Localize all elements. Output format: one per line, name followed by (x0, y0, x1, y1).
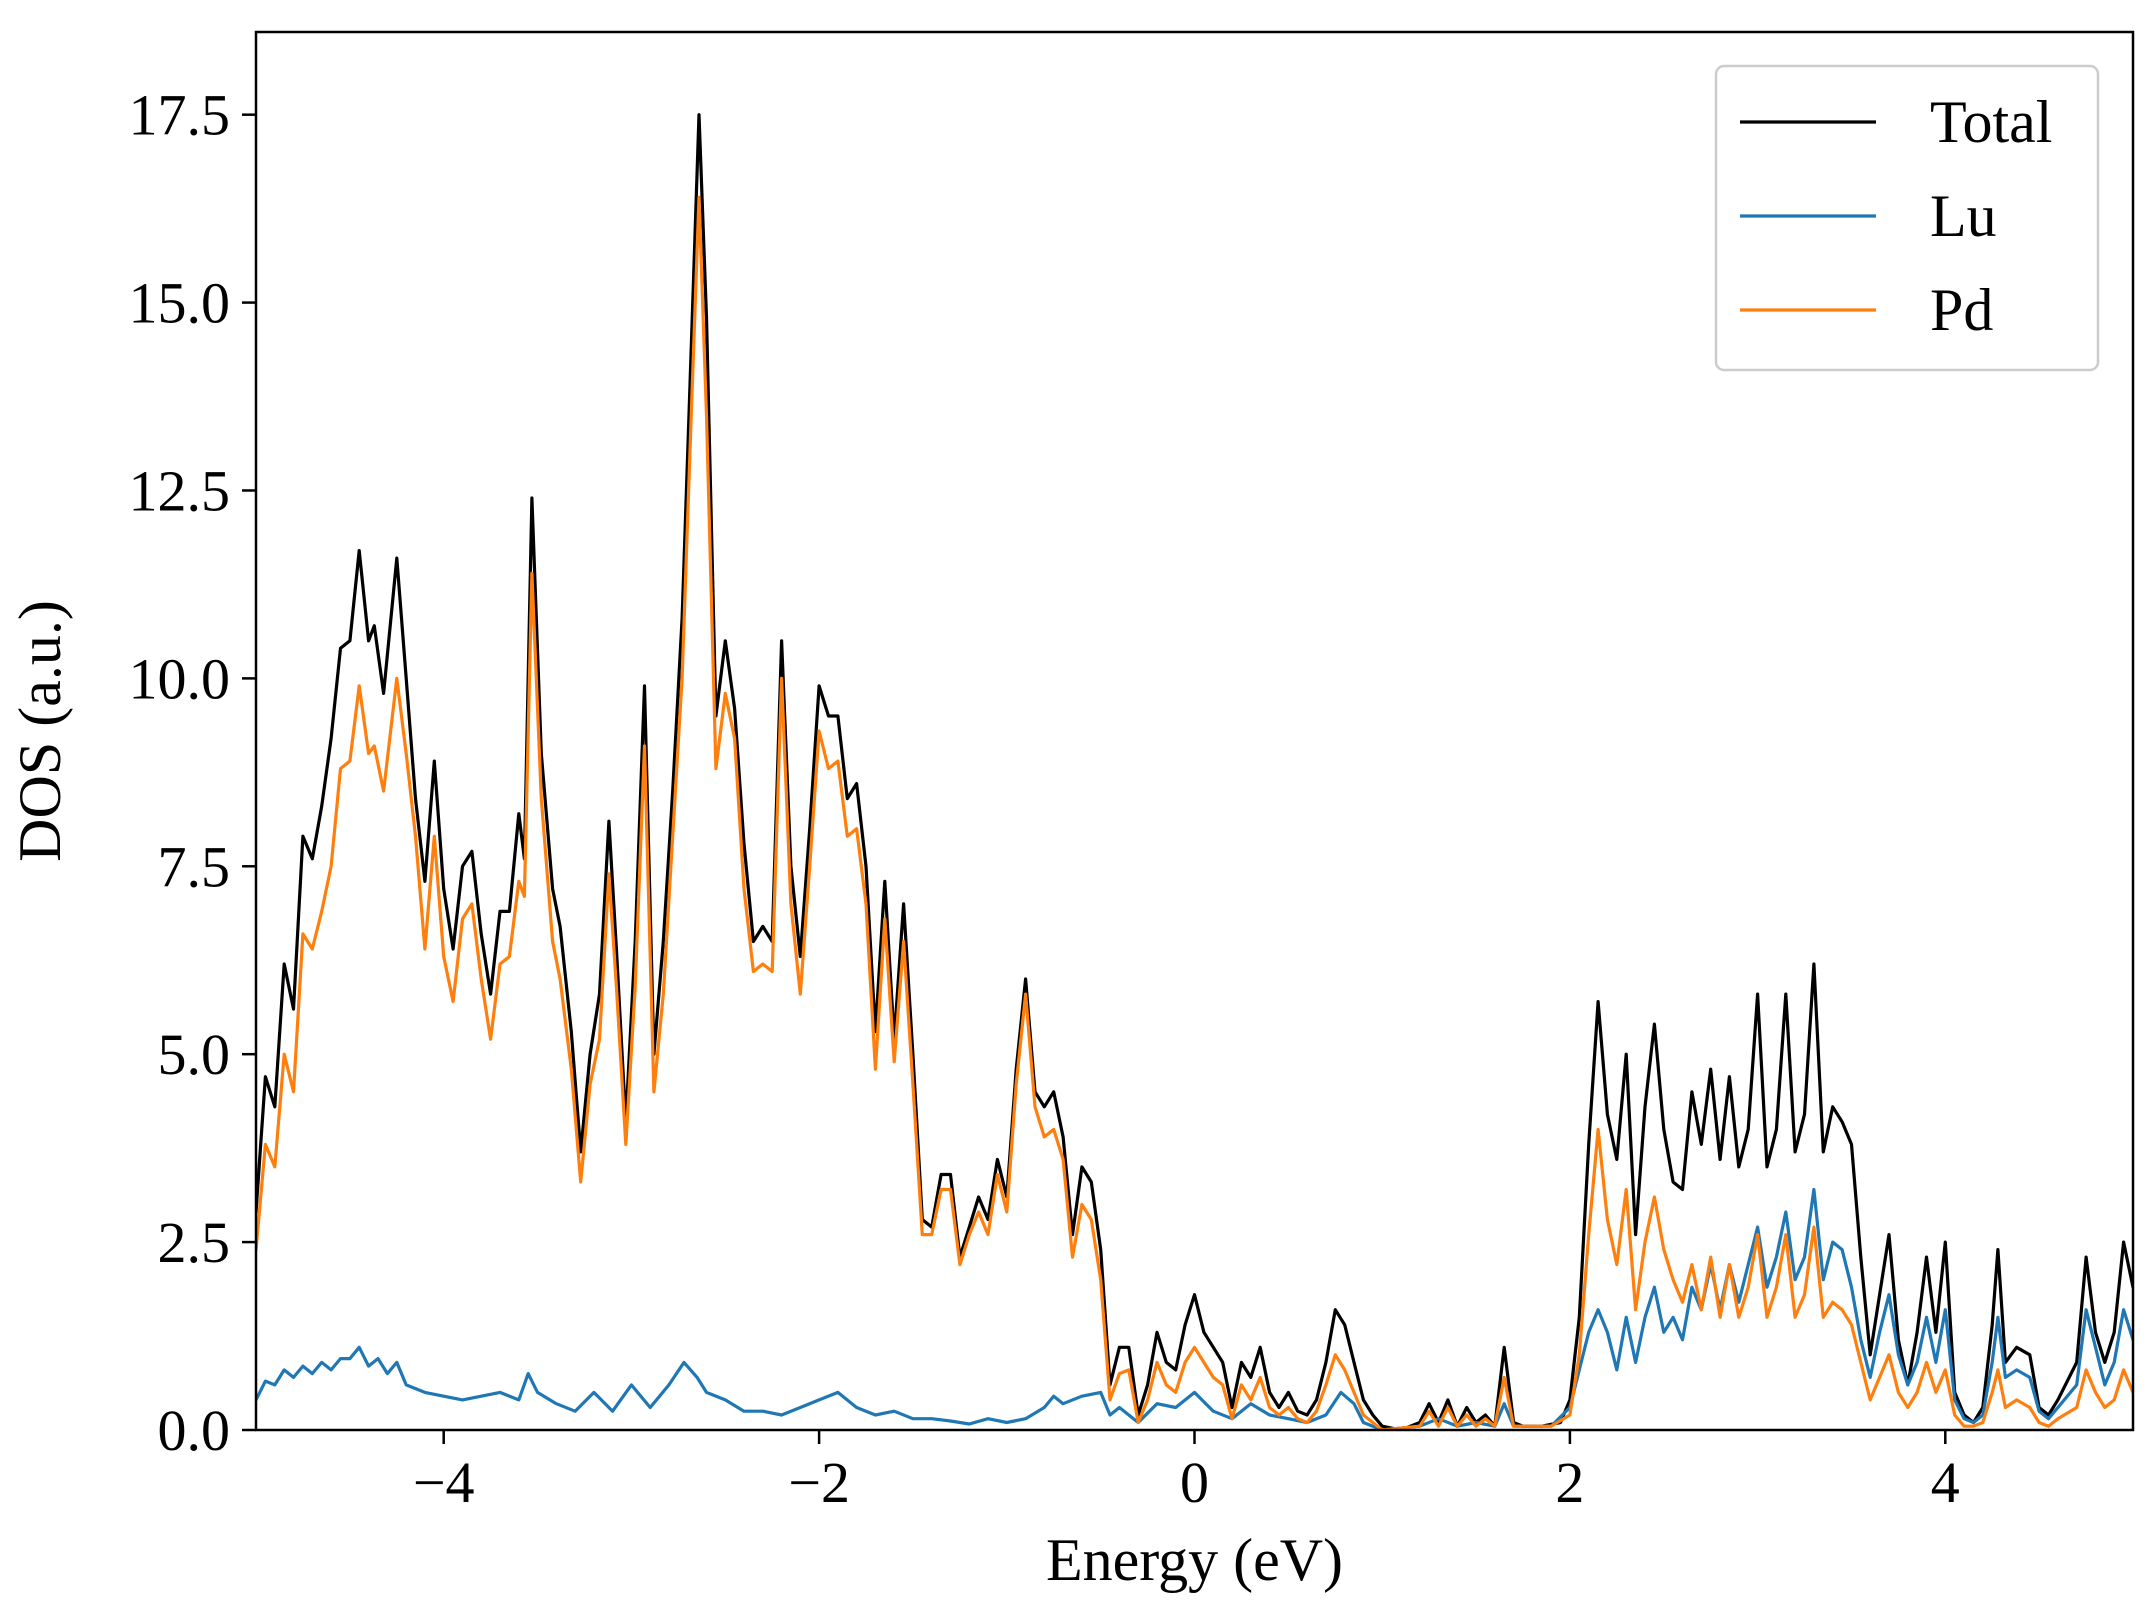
series-line-lu (256, 1187, 2133, 1430)
x-tick-label: −4 (413, 1450, 475, 1515)
legend-box (1714, 64, 2100, 372)
series-layer (256, 113, 2133, 1430)
y-tick-label: 12.5 (129, 458, 231, 523)
y-tick-label: 10.0 (129, 646, 231, 711)
series-line-pd (256, 195, 2133, 1430)
y-tick-label: 0.0 (158, 1398, 231, 1463)
x-axis-title: Energy (eV) (1046, 1527, 1343, 1593)
y-tick-label: 2.5 (158, 1210, 231, 1275)
x-tick-label: 2 (1555, 1450, 1584, 1515)
legend-label-total: Total (1930, 89, 2052, 155)
ticks-layer: −4 −2 0 2 4 0.0 2.5 5.0 7.5 10.0 12.5 15.0 17.5 (129, 83, 1960, 1515)
legend-label-pd: Pd (1930, 277, 1993, 343)
series-line-total (256, 113, 2133, 1430)
legend-label-lu: Lu (1930, 183, 1997, 249)
y-tick-label: 15.0 (129, 271, 231, 336)
y-axis-title: DOS (a.u.) (7, 600, 73, 862)
x-tick-label: 0 (1180, 1450, 1209, 1515)
legend: Total Lu Pd (1714, 64, 2100, 372)
y-tick-label: 5.0 (158, 1022, 231, 1087)
x-tick-label: 4 (1931, 1450, 1960, 1515)
y-tick-label: 7.5 (158, 834, 231, 899)
y-tick-label: 17.5 (129, 83, 231, 148)
x-tick-label: −2 (788, 1450, 850, 1515)
